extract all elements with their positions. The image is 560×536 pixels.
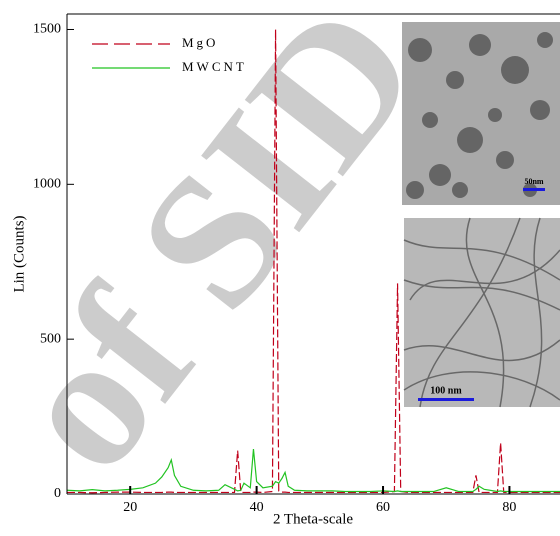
legend-label: MgO	[182, 35, 218, 50]
plot	[66, 29, 560, 494]
scale-bar	[418, 398, 474, 401]
series-line	[66, 449, 560, 493]
x-tick-label: 20	[123, 500, 137, 515]
scale-bar	[523, 188, 545, 191]
inset-label: 100 nm	[430, 385, 462, 396]
x-axis-label: 2 Theta-scale	[273, 511, 353, 527]
series-line	[67, 29, 560, 494]
y-tick-label: 1500	[33, 22, 61, 37]
inset-bottom: 100 nm	[403, 217, 560, 408]
y-tick-label: 0	[54, 486, 61, 501]
x-tick-label: 60	[376, 500, 390, 515]
y-axis-label: Lin (Counts)	[11, 215, 27, 292]
nanotubes	[403, 217, 560, 408]
particles	[406, 32, 553, 199]
watermark: of SID	[0, 0, 458, 509]
inset-label: 50nm	[524, 177, 543, 186]
y-tick-label: 500	[40, 331, 61, 346]
x-tick-label: 40	[250, 500, 264, 515]
inset-top: 50nm	[402, 22, 560, 205]
legend-label: MWCNT	[182, 59, 247, 74]
y-tick-label: 1000	[33, 177, 61, 192]
x-tick-label: 80	[502, 500, 516, 515]
